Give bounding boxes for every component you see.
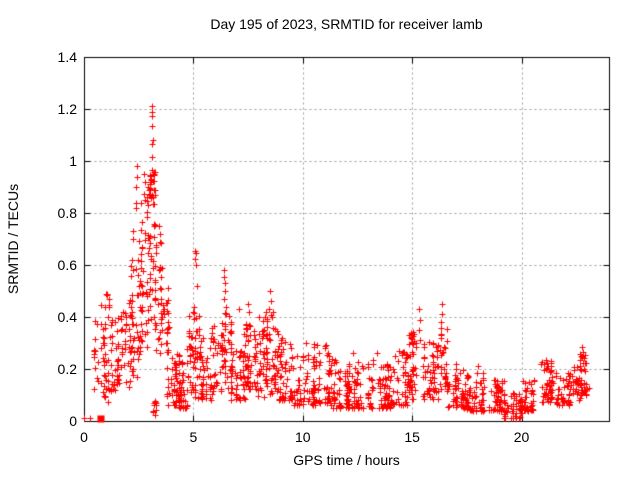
x-axis-label: GPS time / hours [293,452,400,468]
y-tick-label: 0.4 [57,309,77,325]
chart-title: Day 195 of 2023, SRMTID for receiver lam… [210,16,483,32]
y-tick-label: 1 [69,153,77,169]
x-tick-label: 5 [189,429,198,445]
x-tick-label: 20 [513,429,530,445]
x-tick-label: 15 [404,429,420,445]
y-axis-label: SRMTID / TECUs [5,183,21,295]
y-tick-label: 0.8 [57,205,77,221]
y-tick-label: 1.2 [57,101,77,117]
y-tick-label: 0 [69,413,77,429]
x-tick-label: 10 [294,429,311,445]
y-tick-label: 0.6 [57,257,77,273]
y-tick-label: 0.2 [57,361,77,377]
y-tick-label: 1.4 [57,49,77,65]
x-tick-label: 0 [80,429,88,445]
